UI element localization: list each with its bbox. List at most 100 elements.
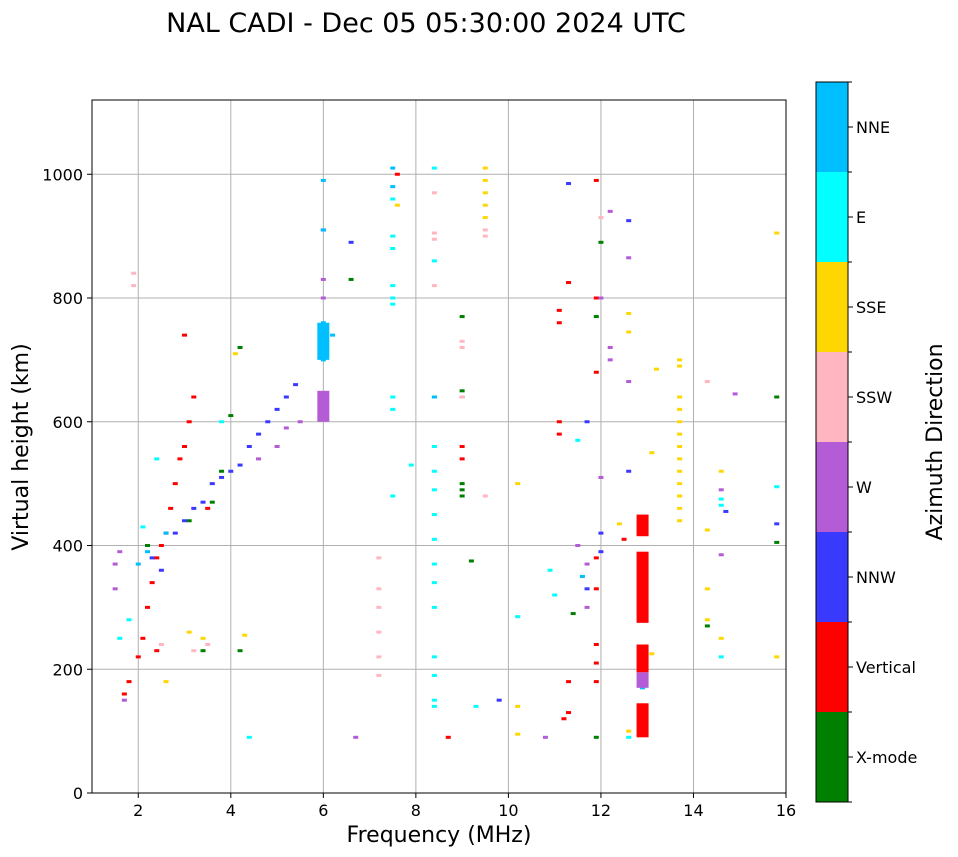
data-point <box>459 339 465 343</box>
data-point <box>626 469 632 473</box>
data-point <box>431 698 437 702</box>
data-point <box>390 302 396 306</box>
series-nnw <box>149 182 780 702</box>
data-point <box>593 178 599 182</box>
data-point <box>283 395 289 399</box>
data-point <box>459 315 465 319</box>
data-point <box>566 281 572 285</box>
data-point <box>348 277 354 281</box>
plot-area: 2 4 6 8 10 12 14 16 0 200 400 600 800 1000 <box>42 99 796 820</box>
x-tick-label: 8 <box>411 801 421 820</box>
data-point <box>182 445 188 448</box>
data-bar <box>636 551 649 623</box>
data-point <box>732 392 738 396</box>
data-point <box>626 311 632 315</box>
data-point <box>431 445 437 448</box>
data-point <box>186 420 192 424</box>
data-point <box>677 407 683 411</box>
data-point <box>677 482 683 486</box>
data-point <box>459 395 465 399</box>
data-point <box>297 420 303 424</box>
data-point <box>158 568 164 572</box>
data-point <box>200 500 206 504</box>
data-point <box>482 178 488 182</box>
data-point <box>556 432 562 436</box>
data-point <box>219 469 225 473</box>
data-point <box>556 308 562 312</box>
data-point <box>154 649 160 653</box>
data-point <box>376 587 382 591</box>
data-point <box>607 346 613 349</box>
data-point <box>496 698 502 702</box>
data-point <box>186 519 192 523</box>
data-point <box>431 704 437 708</box>
data-point <box>704 618 710 622</box>
data-point <box>237 346 243 349</box>
data-point <box>191 506 197 510</box>
data-point <box>677 506 683 510</box>
colorbar-swatch-w <box>816 442 848 532</box>
data-point <box>191 395 197 399</box>
colorbar-label-sse: SSE <box>856 298 886 317</box>
data-marks <box>112 166 780 739</box>
data-point <box>482 203 488 207</box>
data-point <box>542 735 548 739</box>
data-point <box>677 420 683 424</box>
data-point <box>131 284 137 288</box>
data-point <box>390 234 396 238</box>
data-point <box>431 231 437 235</box>
data-point <box>649 451 655 455</box>
data-point <box>390 247 396 250</box>
data-point <box>135 655 141 659</box>
x-tick-label: 14 <box>683 801 703 820</box>
data-point <box>626 735 632 739</box>
data-point <box>774 231 780 235</box>
data-point <box>274 445 280 448</box>
data-point <box>459 482 465 486</box>
data-point <box>593 735 599 739</box>
series-w <box>112 209 738 739</box>
data-point <box>353 735 359 739</box>
data-point <box>718 469 724 473</box>
data-point <box>431 562 437 566</box>
data-point <box>459 457 465 461</box>
colorbar-frame <box>815 81 849 803</box>
colorbar-label-nnw: NNW <box>856 568 896 587</box>
data-point <box>431 673 437 677</box>
data-point <box>293 383 299 387</box>
data-point <box>547 568 553 572</box>
data-point <box>274 407 280 411</box>
data-point <box>593 680 599 684</box>
y-tick-label: 200 <box>52 660 83 679</box>
data-point <box>718 636 724 640</box>
data-point <box>598 475 604 479</box>
data-point <box>219 420 225 424</box>
data-point <box>626 219 632 223</box>
data-point <box>718 553 724 557</box>
data-point <box>431 259 437 263</box>
data-point <box>154 457 160 461</box>
data-point <box>320 228 326 232</box>
data-point <box>242 633 248 637</box>
data-point <box>431 237 437 241</box>
series-sse <box>163 166 780 736</box>
data-point <box>593 296 599 300</box>
data-point <box>515 615 521 619</box>
data-point <box>140 636 146 640</box>
data-point <box>653 367 659 371</box>
data-point <box>561 717 567 721</box>
data-point <box>515 704 521 708</box>
data-point <box>598 531 604 535</box>
data-point <box>186 630 192 634</box>
data-point <box>390 197 396 201</box>
data-point <box>431 395 437 399</box>
data-point <box>515 482 521 486</box>
data-point <box>570 612 576 616</box>
data-point <box>584 605 590 609</box>
data-point <box>376 655 382 659</box>
data-point <box>348 240 354 244</box>
data-point <box>598 296 604 300</box>
data-point <box>219 475 225 479</box>
data-point <box>126 680 132 684</box>
data-point <box>593 315 599 319</box>
